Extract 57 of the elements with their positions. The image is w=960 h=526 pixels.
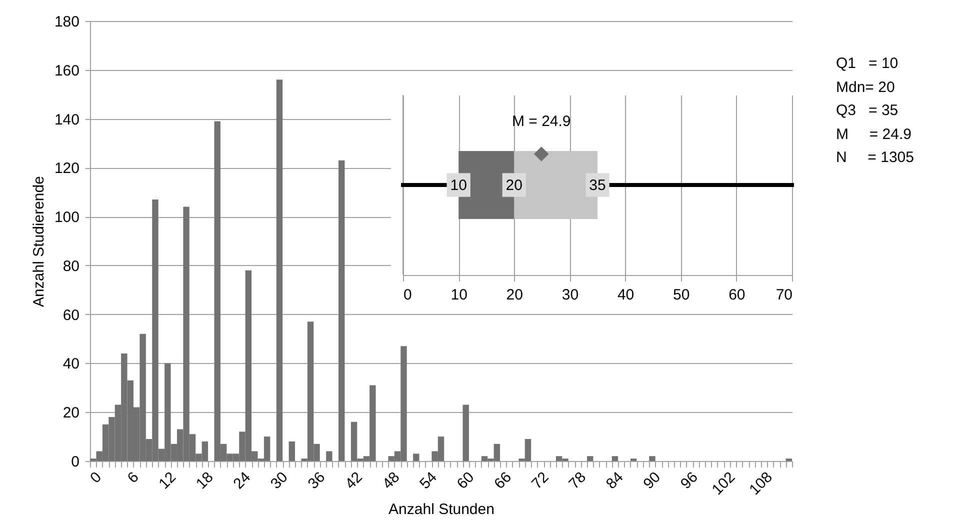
x-tick-label: 60 xyxy=(454,468,478,493)
bar xyxy=(326,451,332,461)
x-tick-label: 50 xyxy=(673,286,690,304)
annotation: M = 24.9 xyxy=(512,113,571,130)
x-tick-label: 72 xyxy=(528,468,552,493)
x-tick-label: 48 xyxy=(379,468,404,493)
x-tick-label: 96 xyxy=(677,468,702,493)
bar xyxy=(586,456,594,461)
y-tick-label: 180 xyxy=(54,14,80,30)
text: N = 1305 xyxy=(836,148,914,168)
x-tick-label: 0 xyxy=(404,286,412,304)
x-tick-label: 42 xyxy=(342,468,366,493)
x-axis-title: Anzahl Stunden xyxy=(388,500,494,518)
text: Mdn= 20 xyxy=(836,78,896,98)
y-tick-label: 120 xyxy=(54,160,80,178)
y-tick-label: 80 xyxy=(62,258,80,275)
y-tick-label: 0 xyxy=(71,454,80,470)
x-tick-label: 70 xyxy=(776,286,792,304)
x-tick-label: 78 xyxy=(566,468,590,493)
x-tick-label: 30 xyxy=(562,286,579,304)
annotation: 20 xyxy=(506,177,522,194)
x-tick-label: 18 xyxy=(192,468,217,493)
x-tick-label: 102 xyxy=(708,468,739,499)
x-tick-label: 30 xyxy=(267,468,292,493)
bar xyxy=(612,456,618,461)
text: M = 24.9 xyxy=(836,124,912,144)
text: Q3 = 35 xyxy=(836,101,900,121)
bar xyxy=(649,456,656,461)
x-tick-label: 60 xyxy=(728,286,746,304)
x-tick-label: 0 xyxy=(87,468,105,487)
y-tick-label: 100 xyxy=(54,209,80,226)
x-tick-label: 108 xyxy=(746,468,776,499)
text: Q1 = 10 xyxy=(836,54,900,74)
y-axis-title: Anzahl Studierende xyxy=(30,176,48,307)
x-tick-label: 36 xyxy=(304,468,329,493)
bar xyxy=(288,441,296,461)
y-tick-label: 60 xyxy=(62,306,80,324)
x-tick-label: 20 xyxy=(506,286,523,304)
bar xyxy=(462,404,469,461)
annotation: 10 xyxy=(450,177,467,194)
x-tick-label: 54 xyxy=(416,468,440,493)
annotation: 35 xyxy=(589,177,606,194)
y-tick-label: 20 xyxy=(62,404,80,422)
bar xyxy=(338,160,345,461)
x-tick-label: 66 xyxy=(491,468,515,493)
x-tick-label: 90 xyxy=(640,468,664,493)
x-tick-label: 6 xyxy=(124,468,142,487)
y-tick-label: 40 xyxy=(62,356,80,373)
x-tick-label: 12 xyxy=(156,468,180,493)
x-tick-label: 84 xyxy=(602,468,627,493)
x-tick-label: 24 xyxy=(230,468,254,493)
bar xyxy=(276,80,283,461)
y-tick-label: 140 xyxy=(54,111,80,128)
x-tick-label: 40 xyxy=(617,286,634,304)
bar xyxy=(413,454,420,461)
x-tick-label: 10 xyxy=(450,286,468,304)
y-tick-label: 160 xyxy=(54,62,80,80)
